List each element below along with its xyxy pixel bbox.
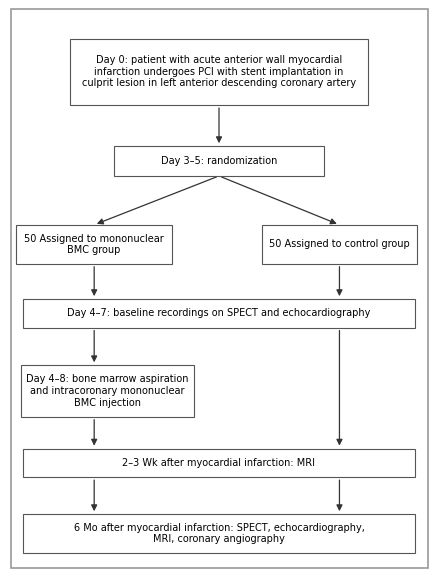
Text: 50 Assigned to control group: 50 Assigned to control group (269, 239, 410, 250)
Text: Day 3–5: randomization: Day 3–5: randomization (161, 156, 277, 166)
Text: Day 0: patient with acute anterior wall myocardial
infarction undergoes PCI with: Day 0: patient with acute anterior wall … (82, 55, 356, 89)
FancyBboxPatch shape (114, 146, 324, 176)
Text: Day 4–8: bone marrow aspiration
and intracoronary mononuclear
BMC injection: Day 4–8: bone marrow aspiration and intr… (26, 374, 189, 408)
Text: Day 4–7: baseline recordings on SPECT and echocardiography: Day 4–7: baseline recordings on SPECT an… (67, 308, 371, 319)
FancyBboxPatch shape (11, 9, 428, 568)
FancyBboxPatch shape (23, 448, 415, 477)
FancyBboxPatch shape (70, 39, 368, 105)
Text: 50 Assigned to mononuclear
BMC group: 50 Assigned to mononuclear BMC group (24, 233, 164, 255)
FancyBboxPatch shape (23, 299, 415, 328)
Text: 2–3 Wk after myocardial infarction: MRI: 2–3 Wk after myocardial infarction: MRI (123, 458, 315, 468)
FancyBboxPatch shape (17, 225, 172, 264)
Text: 6 Mo after myocardial infarction: SPECT, echocardiography,
MRI, coronary angiogr: 6 Mo after myocardial infarction: SPECT,… (74, 523, 364, 545)
FancyBboxPatch shape (23, 514, 415, 553)
FancyBboxPatch shape (21, 365, 194, 417)
FancyBboxPatch shape (262, 225, 417, 264)
